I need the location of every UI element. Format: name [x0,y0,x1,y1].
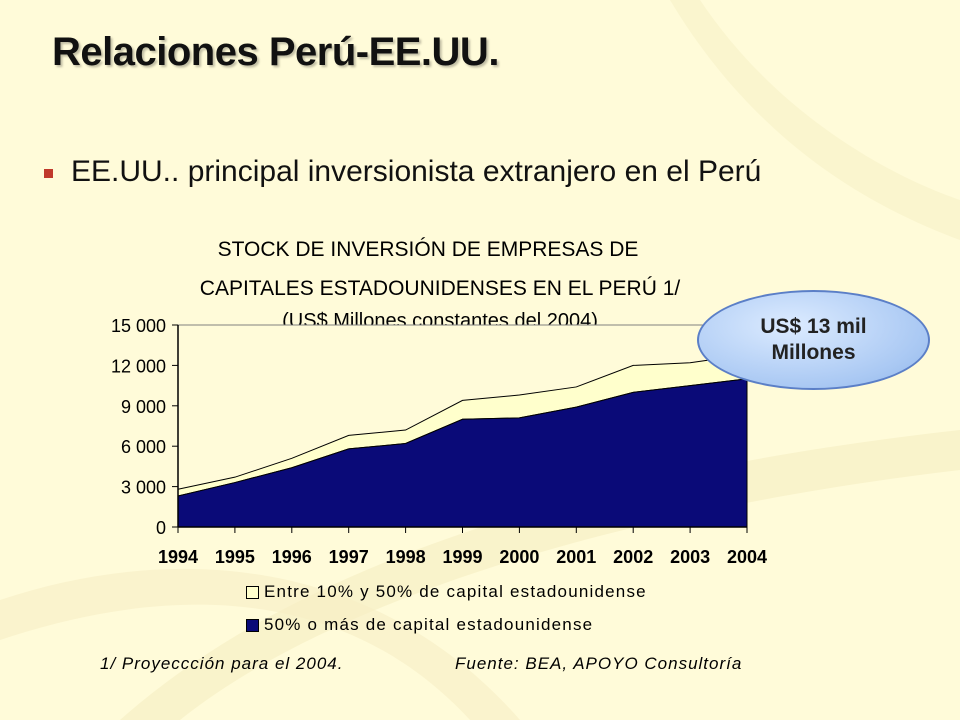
y-tick-label: 12 000 [111,356,166,376]
bullet-item: EE.UU.. principal inversionista extranje… [44,155,761,189]
legend-item-minor: Entre 10% y 50% de capital estadounidens… [246,582,647,602]
x-tick-label: 1999 [442,547,482,567]
footnote-source: Fuente: BEA, APOYO Consultoría [455,654,743,673]
chart-title-line2: CAPITALES ESTADOUNIDENSES EN EL PERÚ 1/ [199,277,681,300]
footnote-projection: 1/ Proyeccción para el 2004. [100,654,344,673]
callout-line2: Millones [771,341,856,364]
x-tick-label: 1997 [329,547,369,567]
slide-title: Relaciones Perú-EE.UU. [52,30,499,74]
total-callout-bubble: US$ 13 mil Millones [697,290,930,390]
x-tick-label: 2000 [499,547,539,567]
y-tick-label: 3 000 [121,478,166,498]
chart-title-line1: STOCK DE INVERSIÓN DE EMPRESAS DE [217,238,639,261]
x-tick-label: 2001 [556,547,596,567]
y-tick-label: 0 [156,518,166,538]
y-tick-label: 15 000 [111,316,166,336]
legend-swatch-major [246,618,259,632]
x-tick-label: 1996 [272,547,312,567]
callout-line1: US$ 13 mil [760,315,867,338]
legend-item-major: 50% o más de capital estadounidense [246,615,593,635]
x-tick-label: 1998 [386,547,426,567]
y-tick-label: 6 000 [121,437,166,457]
series-area-major [177,378,748,528]
x-tick-label: 1994 [158,547,198,567]
legend-swatch-minor [246,585,259,599]
x-tick-label: 2004 [727,547,767,567]
y-tick-label: 9 000 [121,397,166,417]
x-tick-label: 2002 [613,547,653,567]
x-tick-label: 2003 [670,547,710,567]
legend-label-major: 50% o más de capital estadounidense [264,615,594,634]
bullet-marker-icon [44,169,53,178]
x-tick-label: 1995 [215,547,255,567]
legend-label-minor: Entre 10% y 50% de capital estadounidens… [264,582,647,601]
bullet-text: EE.UU.. principal inversionista extranje… [71,155,762,188]
